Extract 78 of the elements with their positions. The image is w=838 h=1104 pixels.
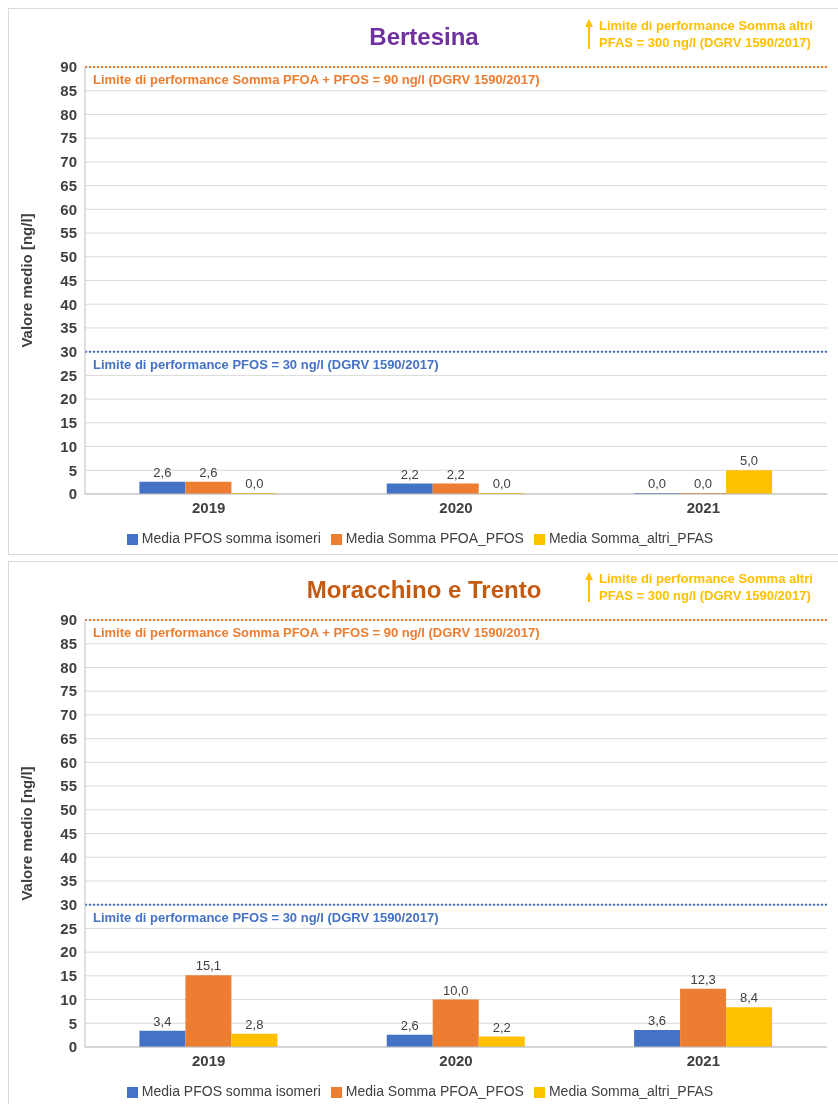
legend-label: Media PFOS somma isomeri xyxy=(141,1083,321,1099)
y-tick-label: 90 xyxy=(60,58,77,76)
chart-title: Moracchino e Trento xyxy=(306,576,542,603)
data-label: 2,8 xyxy=(245,1016,264,1032)
y-tick-label: 25 xyxy=(60,366,77,384)
y-tick-label: 0 xyxy=(68,485,77,503)
y-tick-label: 15 xyxy=(60,414,77,432)
data-label: 0,0 xyxy=(694,476,713,491)
y-tick-label: 35 xyxy=(60,872,77,890)
y-tick-label: 40 xyxy=(60,295,77,313)
y-tick-label: 45 xyxy=(60,824,77,842)
y-tick-label: 65 xyxy=(60,176,77,194)
y-tick-label: 40 xyxy=(60,848,77,866)
data-label: 2,2 xyxy=(400,466,419,482)
x-tick-label: 2020 xyxy=(439,1051,473,1069)
data-label: 5,0 xyxy=(740,453,759,469)
y-tick-label: 65 xyxy=(60,729,77,747)
y-tick-label: 75 xyxy=(60,682,77,700)
y-axis-title: Valore medio [ng/l] xyxy=(18,766,36,901)
chart-title: Bertesina xyxy=(369,23,479,50)
y-tick-label: 10 xyxy=(60,990,77,1008)
data-label: 10,0 xyxy=(443,982,469,998)
x-tick-label: 2019 xyxy=(191,1051,226,1069)
y-tick-label: 90 xyxy=(60,611,77,629)
y-tick-label: 10 xyxy=(60,437,77,455)
y-tick-label: 5 xyxy=(68,1014,77,1032)
data-label: 8,4 xyxy=(740,990,759,1006)
ref-line-label: Limite di performance Somma PFOA + PFOS = 90 ng/l (DGRV 1590/2017) xyxy=(93,625,540,641)
data-label: 2,6 xyxy=(153,464,172,480)
text: Limite di performance Somma altri PFAS = 300 ng/l (DGRV 1590/2017) xyxy=(599,570,814,604)
y-tick-label: 60 xyxy=(60,200,77,218)
data-label: 3,4 xyxy=(153,1013,172,1029)
x-tick-label: 2021 xyxy=(686,498,721,516)
y-tick-label: 15 xyxy=(60,967,77,985)
data-label: 12,3 xyxy=(690,971,716,987)
y-tick-label: 60 xyxy=(60,753,77,771)
legend-label: Media Somma_altri_PFAS xyxy=(548,1083,714,1099)
y-tick-label: 30 xyxy=(60,342,77,360)
y-tick-label: 35 xyxy=(60,319,77,337)
y-tick-label: 85 xyxy=(60,82,77,100)
data-label: 0,0 xyxy=(648,476,667,491)
y-tick-label: 75 xyxy=(60,129,77,147)
y-tick-label: 0 xyxy=(68,1038,77,1056)
text: Limite di performance Somma altri PFAS = 300 ng/l (DGRV 1590/2017) xyxy=(599,17,814,51)
data-label: 0,0 xyxy=(245,476,264,491)
ref-line-label: Limite di performance PFOS = 30 ng/l (DGRV 1590/2017) xyxy=(93,356,439,372)
y-tick-label: 70 xyxy=(60,153,77,171)
y-axis-title: Valore medio [ng/l] xyxy=(18,213,36,348)
data-label: 0,0 xyxy=(492,476,511,491)
y-tick-label: 80 xyxy=(60,105,77,123)
data-label: 15,1 xyxy=(195,958,222,974)
y-tick-label: 5 xyxy=(68,461,77,479)
data-label: 2,2 xyxy=(446,466,465,482)
y-tick-label: 30 xyxy=(60,895,77,913)
ref-line-label: Limite di performance PFOS = 30 ng/l (DGRV 1590/2017) xyxy=(93,909,439,925)
y-tick-label: 50 xyxy=(60,248,77,266)
y-tick-label: 70 xyxy=(60,706,77,724)
data-label: 3,6 xyxy=(648,1012,667,1028)
y-tick-label: 50 xyxy=(60,801,77,819)
y-tick-label: 80 xyxy=(60,658,77,676)
x-tick-label: 2021 xyxy=(686,1051,721,1069)
legend-label: Media PFOS somma isomeri xyxy=(141,530,321,546)
y-tick-label: 45 xyxy=(60,271,77,289)
ref-line-label: Limite di performance Somma PFOA + PFOS = 90 ng/l (DGRV 1590/2017) xyxy=(93,72,540,88)
x-tick-label: 2019 xyxy=(191,498,226,516)
y-tick-label: 55 xyxy=(60,777,77,795)
y-tick-label: 20 xyxy=(60,390,77,408)
data-label: 2,6 xyxy=(199,464,218,480)
y-tick-label: 25 xyxy=(60,919,77,937)
data-label: 2,6 xyxy=(400,1017,419,1033)
y-tick-label: 20 xyxy=(60,943,77,961)
x-tick-label: 2020 xyxy=(439,498,473,516)
legend-label: Media Somma_altri_PFAS xyxy=(548,530,714,546)
legend-label: Media Somma PFOA_PFOS xyxy=(345,530,524,546)
y-tick-label: 85 xyxy=(60,635,77,653)
y-tick-label: 55 xyxy=(60,224,77,242)
data-label: 2,2 xyxy=(492,1019,511,1035)
legend-label: Media Somma PFOA_PFOS xyxy=(345,1083,524,1099)
